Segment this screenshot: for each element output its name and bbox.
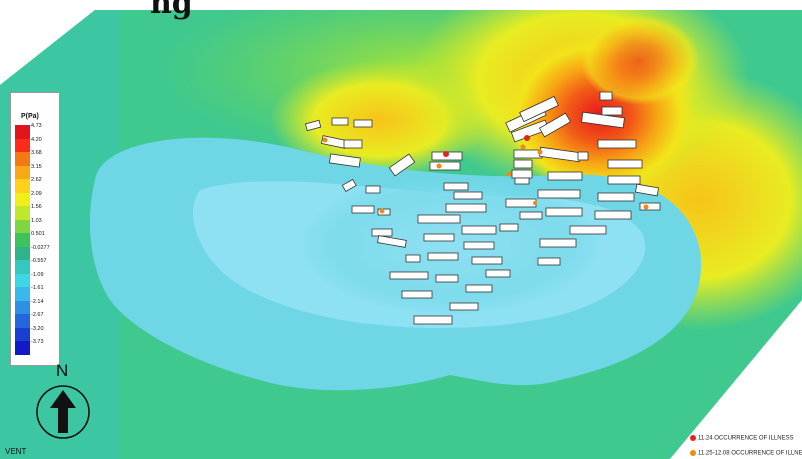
illness-markers bbox=[322, 135, 649, 214]
key-item: 11.24 OCCURRENCE OF ILLNESS bbox=[690, 435, 794, 442]
legend-swatch bbox=[15, 165, 30, 179]
legend-swatch bbox=[15, 260, 30, 274]
legend-tick-label: 2.09 bbox=[31, 190, 42, 197]
vent-label: VENT bbox=[5, 447, 27, 456]
pressure-legend: P(Pa) 4.73 4.20 3.68 3.15 2.62 2.09 1.56 1.03 0.… bbox=[10, 92, 60, 366]
legend-tick-label: 1.56 bbox=[31, 204, 42, 210]
legend-tick-label: 4.20 bbox=[31, 136, 42, 143]
key-label: 11.24 OCCURRENCE OF ILLNESS bbox=[698, 435, 794, 442]
legend-tick-label: 0.501 bbox=[31, 231, 45, 237]
legend-tick-label: 4.73 bbox=[31, 123, 42, 129]
legend-tick-label: 2.62 bbox=[31, 177, 42, 183]
legend-swatch bbox=[15, 327, 30, 341]
legend-swatch bbox=[15, 192, 30, 206]
key-dot-icon bbox=[690, 450, 696, 456]
compass-circle-icon bbox=[36, 385, 90, 439]
building-cluster bbox=[304, 91, 661, 325]
north-arrow-icon bbox=[50, 390, 76, 433]
legend-swatch bbox=[15, 179, 30, 193]
legend-swatch bbox=[15, 273, 30, 287]
key-item: 11.25-12.08 OCCURRENCE OF ILLNESS bbox=[690, 450, 802, 457]
legend-swatch bbox=[15, 300, 30, 314]
legend-swatch bbox=[15, 246, 30, 260]
legend-swatch bbox=[15, 152, 30, 166]
legend-title: P(Pa) bbox=[21, 113, 39, 120]
legend-tick-label: -0.557 bbox=[31, 258, 47, 264]
legend-tick-label: -1.09 bbox=[31, 271, 44, 278]
legend-tick-label: -2.67 bbox=[31, 312, 44, 318]
legend-swatch bbox=[15, 314, 30, 328]
legend-swatch bbox=[15, 233, 30, 247]
legend-swatch bbox=[15, 341, 30, 355]
legend-tick-label: 1.03 bbox=[31, 217, 42, 224]
legend-tick-label: -3.73 bbox=[31, 339, 44, 345]
legend-tick-label: -1.61 bbox=[31, 285, 44, 291]
legend-swatch bbox=[15, 125, 30, 139]
legend-swatch bbox=[15, 219, 30, 233]
legend-tick-label: 3.15 bbox=[31, 163, 42, 170]
key-label: 11.25-12.08 OCCURRENCE OF ILLNESS bbox=[698, 450, 802, 457]
legend-tick-label: -0.0277 bbox=[31, 244, 50, 251]
legend-swatch bbox=[15, 138, 30, 152]
legend-swatch bbox=[15, 287, 30, 301]
legend-tick-label: -3.20 bbox=[31, 325, 44, 332]
legend-tick-label: -2.14 bbox=[31, 298, 44, 305]
legend-tick-label: 3.68 bbox=[31, 150, 42, 156]
north-label: N bbox=[56, 361, 69, 380]
map-title: ng bbox=[150, 0, 193, 21]
legend-swatch bbox=[15, 206, 30, 220]
key-dot-icon bbox=[690, 435, 696, 441]
